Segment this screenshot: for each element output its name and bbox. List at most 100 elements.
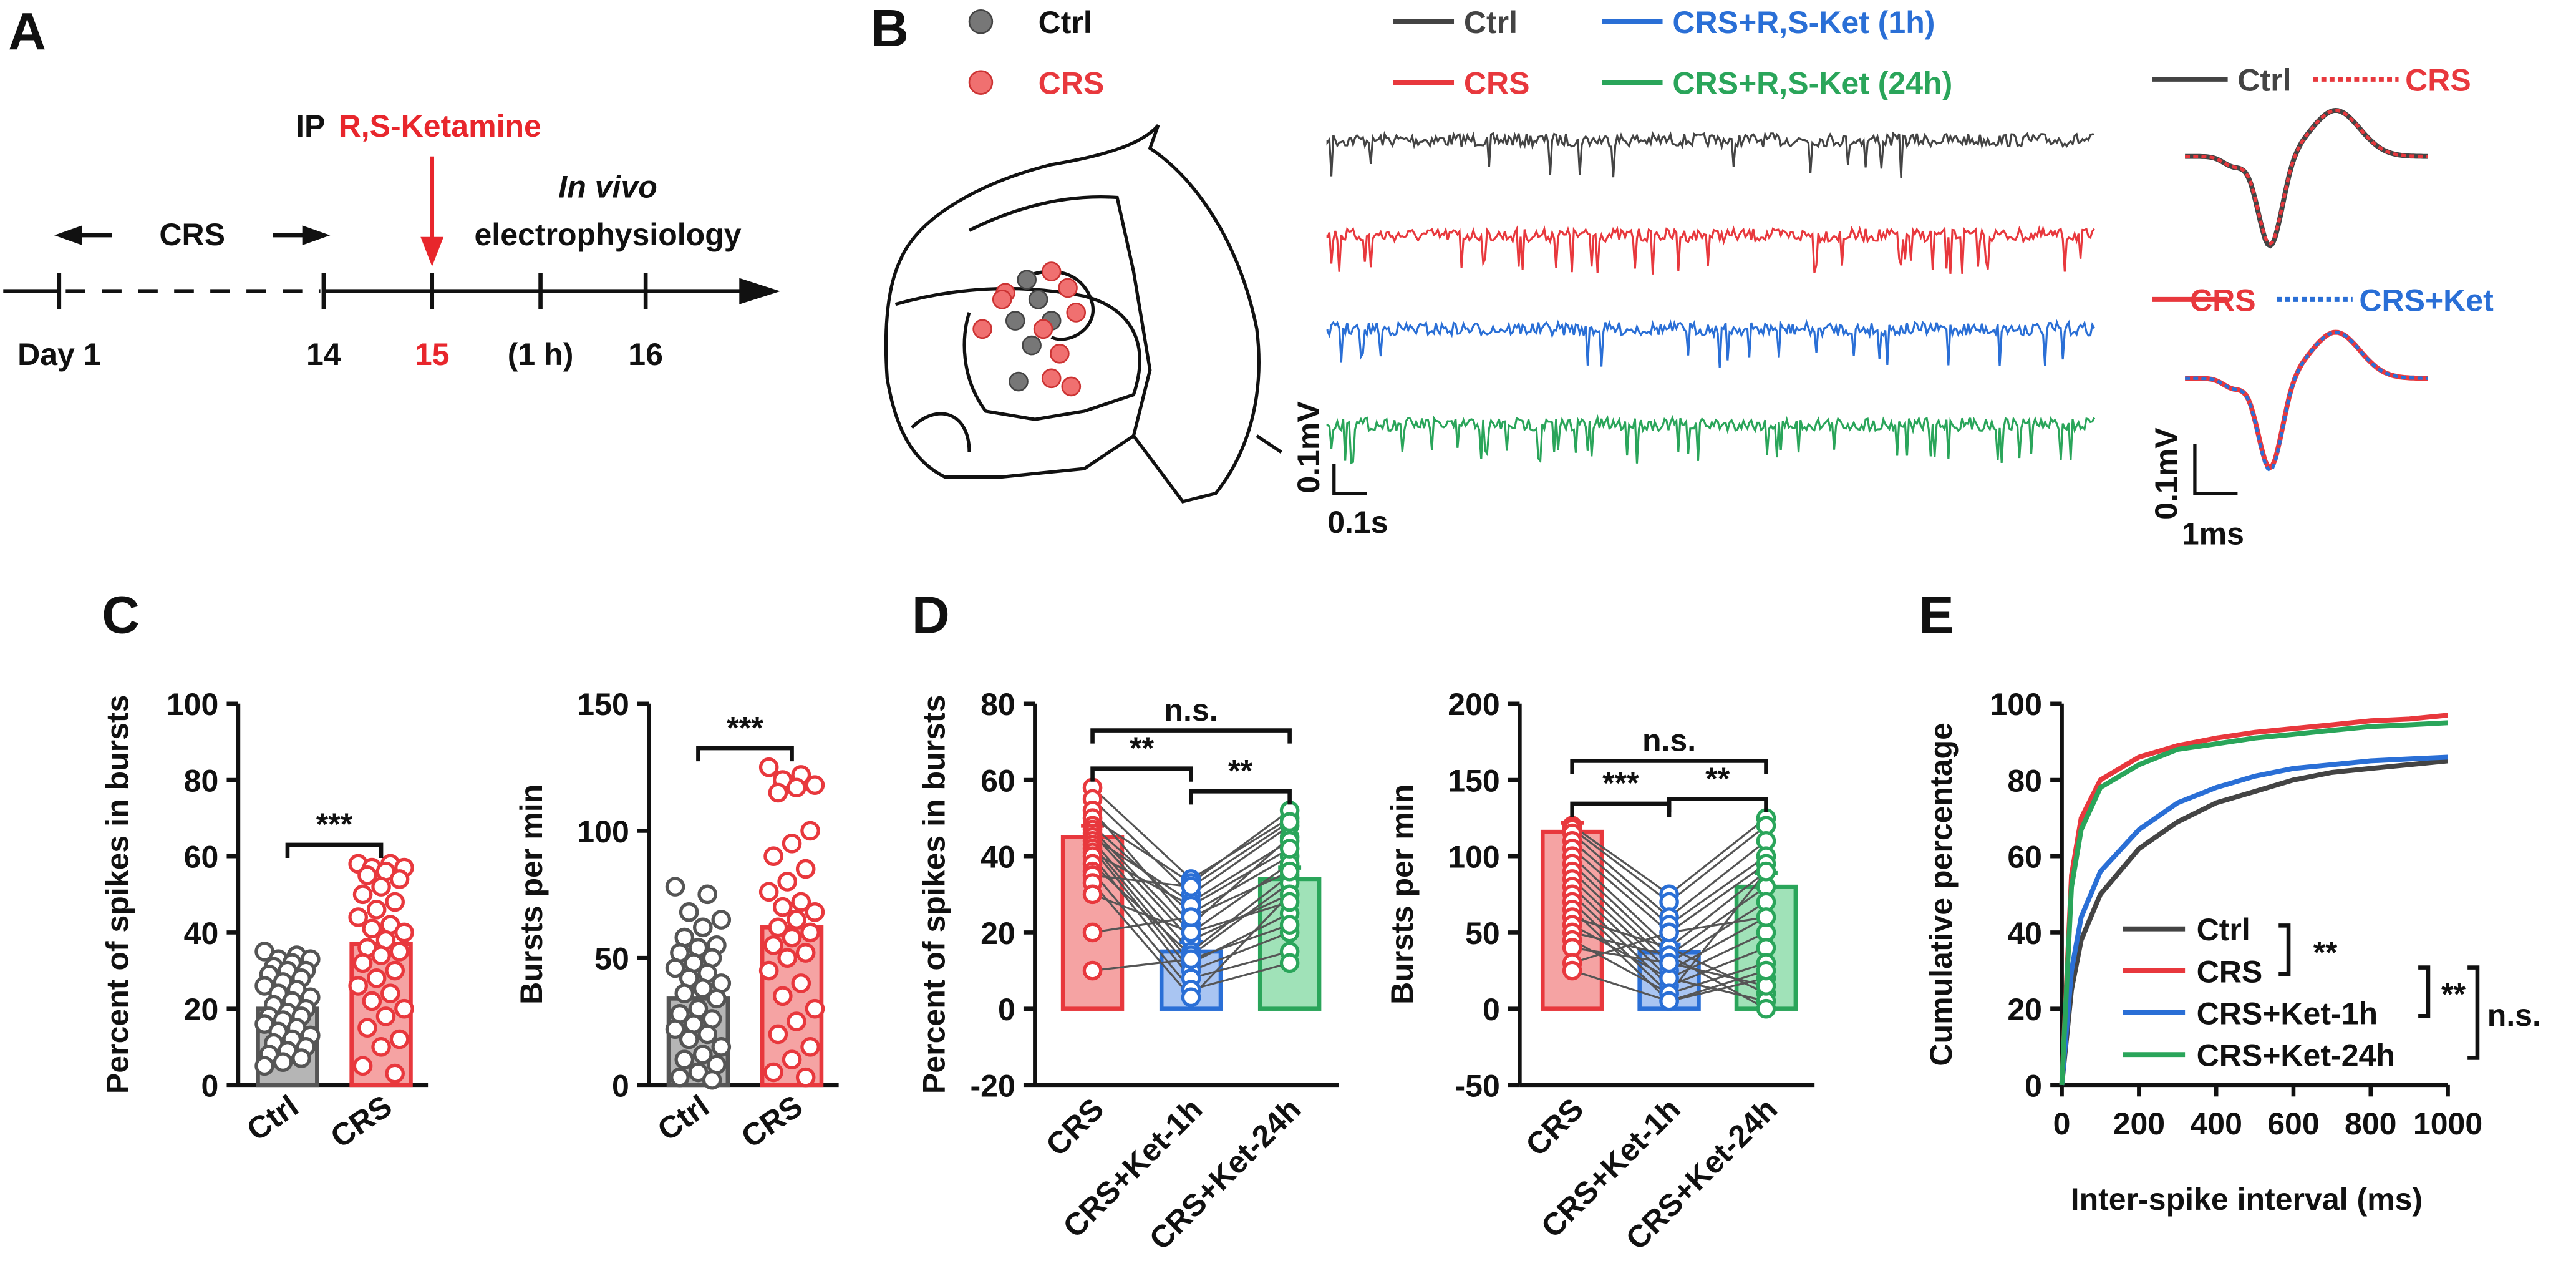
- data-point: [795, 859, 816, 879]
- line-series: [2059, 758, 2448, 1086]
- y-tick-label: 40: [184, 916, 219, 951]
- data-point: [1659, 953, 1679, 973]
- data-point: [1279, 861, 1300, 882]
- pair-line: [1190, 912, 1290, 964]
- drug-text: R,S-Ketamine: [339, 109, 541, 144]
- data-point: [389, 1029, 410, 1049]
- significance-label: n.s.: [2487, 998, 2541, 1033]
- pair-line: [1190, 870, 1290, 918]
- pair-line: [1571, 840, 1670, 926]
- legend-text: CRS: [2197, 954, 2263, 989]
- trace: [1326, 225, 2095, 275]
- pair-line: [1191, 962, 1290, 991]
- y-tick-label: 20: [2007, 992, 2042, 1027]
- pair-line: [1572, 931, 1670, 957]
- data-point: [375, 1006, 396, 1026]
- pair-line: [1092, 844, 1192, 964]
- data-point: [389, 869, 410, 889]
- data-point: [357, 865, 377, 885]
- recording-site: [1061, 376, 1082, 397]
- x-tick-label: 400: [2190, 1106, 2242, 1141]
- data-point: [787, 1011, 806, 1031]
- data-point: [692, 917, 713, 938]
- legend-text: CRS+R,S-Ket (1h): [1672, 5, 1935, 40]
- recording-site: [992, 290, 1012, 309]
- data-point: [707, 988, 727, 1009]
- recording-site: [1022, 335, 1042, 356]
- pair-line: [1668, 947, 1767, 995]
- pair-line: [1668, 947, 1767, 987]
- significance-bracket: [1189, 789, 1292, 805]
- pair-line: [1092, 787, 1192, 880]
- significance-label: ***: [1602, 766, 1639, 801]
- data-point: [1756, 998, 1776, 1019]
- y-tick-label: 100: [1448, 840, 1499, 875]
- timeline: [3, 156, 781, 304]
- data-point: [758, 960, 779, 981]
- pair-line: [1092, 798, 1192, 895]
- significance-bracket: [2278, 923, 2291, 976]
- significance-label: ***: [316, 807, 353, 842]
- y-tick-label: 0: [998, 992, 1015, 1027]
- data-point: [1756, 960, 1776, 981]
- pair-line: [1668, 932, 1767, 980]
- line-series: [2059, 713, 2448, 1086]
- timeline-days: Day 1 14 15 (1 h) 16: [17, 273, 663, 372]
- pair-line: [1668, 863, 1767, 933]
- pair-line: [1092, 916, 1191, 934]
- data-point: [371, 1036, 391, 1057]
- data-point: [787, 777, 806, 798]
- waveform: [2185, 107, 2428, 249]
- data-point: [711, 910, 732, 930]
- significance-bracket: [1570, 801, 1672, 817]
- data-point: [291, 1048, 311, 1068]
- data-point: [1756, 861, 1776, 882]
- pair-line: [1092, 817, 1192, 884]
- data-point: [674, 983, 695, 1004]
- data-point: [665, 1019, 685, 1040]
- significance-label: **: [2441, 976, 2466, 1011]
- data-point: [1756, 907, 1776, 927]
- recording-sites: [972, 261, 1087, 397]
- pair-line: [1668, 840, 1767, 918]
- day-label: 16: [628, 337, 663, 372]
- significance-label: n.s.: [1642, 723, 1696, 758]
- data-point: [1181, 949, 1201, 970]
- data-point: [795, 943, 816, 963]
- pair-line: [1092, 863, 1192, 957]
- pair-line: [1092, 958, 1191, 972]
- y-tick-label: 0: [201, 1068, 218, 1103]
- data-point: [791, 973, 811, 993]
- pair-line: [1190, 855, 1290, 915]
- waveform: [2185, 109, 2428, 246]
- waveform: [2185, 330, 2428, 473]
- y-tick-label: 80: [2007, 763, 2042, 798]
- data-point: [805, 998, 825, 1019]
- legend-text: CRS: [1039, 66, 1105, 101]
- x-tick-label: CRS: [735, 1088, 809, 1154]
- significance-label: **: [1228, 754, 1252, 789]
- y-tick-label: 150: [577, 687, 629, 722]
- method-italic: In vivo: [558, 170, 657, 205]
- data-point: [362, 918, 382, 939]
- pair-line: [1668, 855, 1767, 926]
- data-point: [763, 935, 783, 955]
- data-point: [670, 1067, 690, 1088]
- data-point: [1082, 884, 1103, 905]
- pair-line: [1668, 870, 1767, 949]
- data-point: [768, 782, 788, 803]
- data-point: [1082, 960, 1103, 981]
- data-point: [371, 945, 391, 965]
- data-point: [772, 897, 793, 917]
- y-tick-label: 60: [184, 840, 219, 875]
- significance-bracket: [1090, 766, 1193, 782]
- scale-text: 0.1mV: [1291, 401, 1326, 494]
- data-point: [763, 846, 783, 867]
- significance-bracket: [1570, 759, 1768, 774]
- pair-line: [1668, 916, 1767, 972]
- legend-dot: [968, 9, 994, 34]
- data-point: [394, 998, 414, 1019]
- recording-site: [1033, 319, 1053, 339]
- data-point: [366, 899, 387, 920]
- pair-line: [1668, 825, 1767, 903]
